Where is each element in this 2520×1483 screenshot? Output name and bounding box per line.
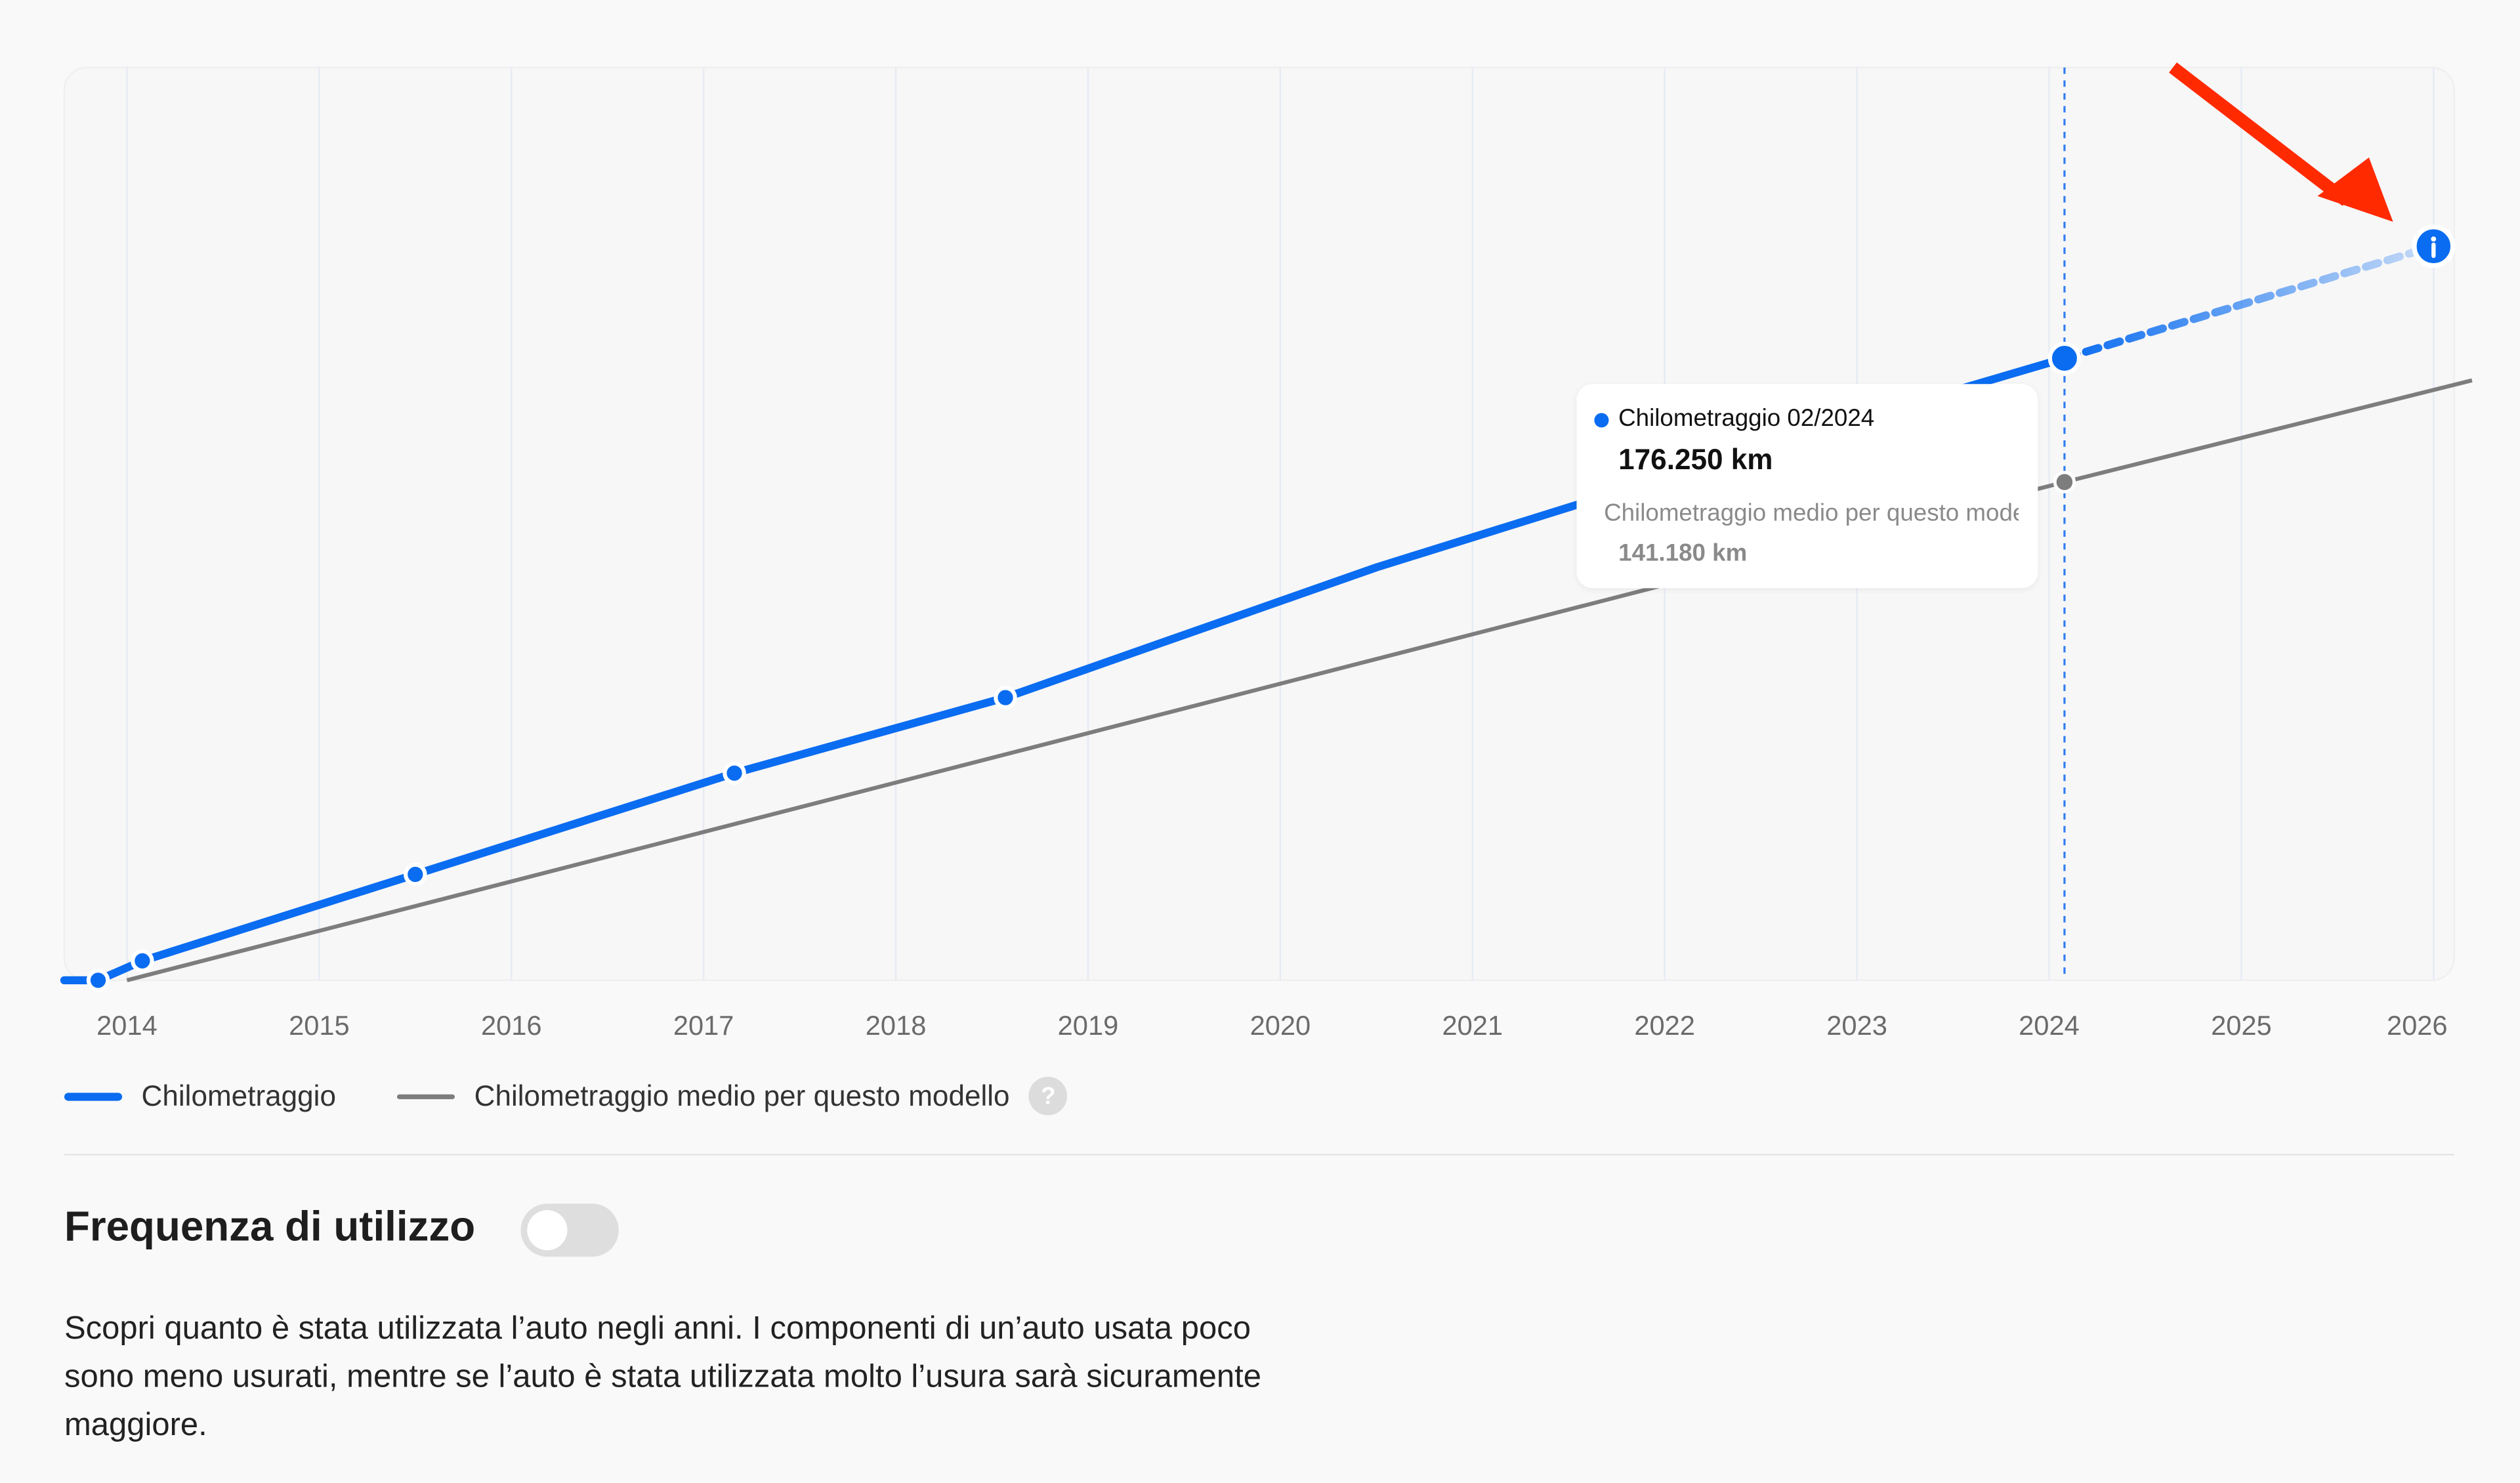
- chart-legend: Chilometraggio Chilometraggio medio per …: [64, 1076, 1068, 1116]
- tooltip-value: 176.250 km: [1618, 443, 1773, 476]
- data-point-mileage: [2048, 341, 2082, 375]
- x-tick-label: 2019: [1058, 1010, 1119, 1041]
- x-tick-label: 2020: [1250, 1010, 1311, 1041]
- legend-label-mileage: Chilometraggio: [141, 1079, 336, 1112]
- info-icon-dot: [2431, 236, 2437, 242]
- tooltip-title: Chilometraggio 02/2024: [1618, 405, 1875, 432]
- legend-label-average: Chilometraggio medio per questo modello: [474, 1079, 1010, 1112]
- legend-swatch-mileage: [64, 1092, 123, 1100]
- data-point-average: [2053, 470, 2076, 493]
- annotation-arrow-icon: [2169, 62, 2393, 222]
- data-point-mileage: [86, 969, 110, 992]
- data-point-mileage: [994, 686, 1017, 709]
- tooltip-average-label: Chilometraggio medio per questo modello: [1604, 499, 2019, 528]
- toggle-knob: [527, 1210, 568, 1251]
- x-tick-label: 2016: [481, 1010, 542, 1041]
- x-tick-label: 2017: [673, 1010, 734, 1041]
- x-tick-label: 2025: [2211, 1010, 2272, 1041]
- x-tick-label: 2021: [1442, 1010, 1503, 1041]
- x-tick-label: 2015: [289, 1010, 350, 1041]
- x-tick-label: 2023: [1826, 1010, 1887, 1041]
- x-tick-label: 2026: [2387, 1010, 2448, 1041]
- section-title: Frequenza di utilizzo: [64, 1201, 476, 1251]
- legend-swatch-average: [397, 1093, 455, 1098]
- x-tick-label: 2022: [1634, 1010, 1695, 1041]
- data-point-mileage: [131, 949, 154, 973]
- x-tick-label: 2018: [866, 1010, 927, 1041]
- x-tick-label: 2024: [2019, 1010, 2080, 1041]
- tooltip-average-value: 141.180 km: [1618, 539, 1748, 568]
- mileage-chart: 2014 2015 2016 2017 2018 2019 2020 2021 2022 2023…: [60, 62, 2473, 1041]
- data-point-mileage: [404, 862, 427, 887]
- chart-tooltip: Chilometraggio 02/2024 176.250 km Chilom…: [1576, 384, 2038, 589]
- usage-frequency-toggle[interactable]: [520, 1203, 619, 1257]
- series-dot-icon: [1594, 413, 1609, 428]
- help-icon[interactable]: ?: [1028, 1076, 1068, 1116]
- plot-area: [63, 66, 2455, 982]
- divider: [64, 1154, 2454, 1156]
- data-point-mileage: [723, 761, 746, 785]
- x-tick-label: 2014: [96, 1010, 158, 1041]
- projection-line: [2060, 242, 2438, 363]
- section-description: Scopri quanto è stata utilizzata l’auto …: [64, 1311, 1262, 1444]
